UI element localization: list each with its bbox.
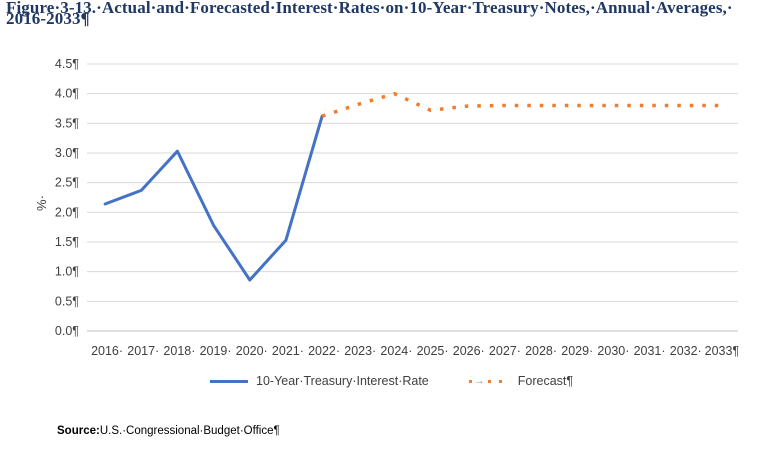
y-tick-label: 1.5¶ [55,235,79,249]
series-line [103,114,324,282]
x-tick-label: 2026· [453,344,485,358]
x-tick-label: 2023· [344,344,376,358]
x-tick-label: 2021· [272,344,304,358]
x-tick-label: 2018· [163,344,195,358]
x-tick-label: 2028· [525,344,557,358]
x-tick-label: 2016· [91,344,123,358]
y-tick-label: 2.5¶ [55,176,79,190]
legend-swatch-forecast: → [468,375,510,387]
series-line [321,91,720,118]
x-tick-label: 2029· [561,344,593,358]
x-tick-label: 2027· [489,344,521,358]
legend-item-actual: 10-Year·Treasury·Interest·Rate [210,374,429,388]
x-tick-label: 2033¶ [705,344,740,358]
legend-swatch-actual [210,379,248,383]
y-tick-label: 0.5¶ [55,294,79,308]
x-axis-ticks: 2016· 2017· 2018· 2019· 2020· 2021· 2022· 2023·… [91,344,739,358]
y-tick-label: 3.5¶ [55,116,79,130]
line-chart: 0.0¶ 0.5¶ 1.0¶ 1.5¶ 2.0¶ 2.5¶ 3.0¶ 3.5¶ 4.0¶ 4.5¶… [34,57,739,358]
y-axis-ticks: 0.0¶ 0.5¶ 1.0¶ 1.5¶ 2.0¶ 2.5¶ 3.0¶ 3.5¶ 4.0¶ 4.5¶ [55,57,79,338]
x-tick-label: 2032· [670,344,702,358]
y-axis-label: %· [34,195,49,211]
figure-title: Figure·3-13.·Actual·and·Forecasted·Inter… [6,0,776,28]
y-tick-label: 0.0¶ [55,324,79,338]
figure-title-line-2: 2016-2033¶ [6,9,90,28]
legend-arrow-mark: → [473,375,485,387]
y-tick-label: 4.0¶ [55,87,79,101]
legend-item-forecast: → Forecast¶ [429,374,573,388]
x-tick-label: 2025· [417,344,449,358]
source-note: Source:U.S.·Congressional·Budget·Office¶ [57,425,280,437]
source-text: U.S.·Congressional·Budget·Office¶ [99,425,280,437]
chart-legend: 10-Year·Treasury·Interest·Rate → Forecas… [210,374,573,388]
figure-title-line-1: Figure·3-13.·Actual·and·Forecasted·Inter… [6,0,733,17]
y-tick-label: 1.0¶ [55,265,79,279]
source-label: Source: [57,425,100,437]
x-tick-label: 2030· [597,344,629,358]
x-tick-label: 2022· [308,344,340,358]
x-tick-label: 2020· [236,344,268,358]
y-tick-label: 3.0¶ [55,146,79,160]
gridlines [87,63,738,332]
y-tick-label: 4.5¶ [55,57,79,71]
x-tick-label: 2024· [380,344,412,358]
x-tick-label: 2017· [127,344,159,358]
legend-label-forecast: Forecast¶ [517,374,574,388]
series-lines [103,91,720,282]
y-tick-label: 2.0¶ [55,205,79,219]
legend-label-actual: 10-Year·Treasury·Interest·Rate [256,374,429,388]
x-tick-label: 2019· [200,344,232,358]
x-tick-label: 2031· [634,344,666,358]
